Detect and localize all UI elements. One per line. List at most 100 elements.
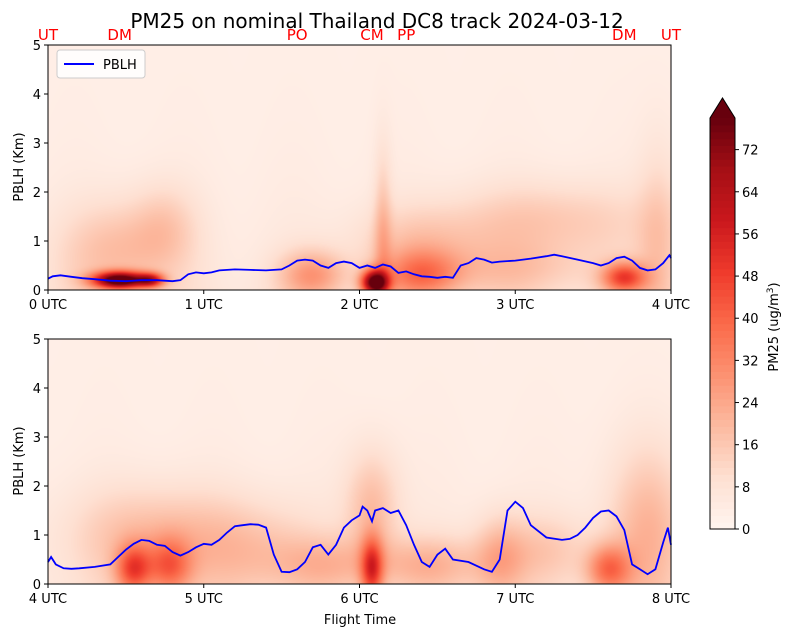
bottom-x-tick-label: 8 UTC (652, 592, 690, 607)
colorbar-segment (710, 357, 735, 366)
colorbar-segment (710, 398, 735, 407)
colorbar-segment (710, 405, 735, 414)
colorbar-segment (710, 213, 735, 222)
top-y-tick-label: 4 (33, 88, 41, 103)
colorbar-tick-label: 64 (742, 186, 759, 201)
colorbar-segment (710, 289, 735, 297)
colorbar-segment (710, 344, 735, 352)
colorbar-segment (710, 302, 735, 311)
chart-title: PM25 on nominal Thailand DC8 track 2024-… (130, 9, 623, 33)
colorbar-extend-arrow (710, 98, 735, 118)
colorbar-tick-label: 24 (742, 397, 759, 412)
colorbar-segment (710, 241, 735, 249)
colorbar-segment (710, 220, 735, 229)
colorbar-segment (710, 453, 735, 462)
colorbar-segment (710, 165, 735, 174)
colorbar-segment (710, 296, 735, 304)
colorbar-segment (710, 316, 735, 325)
colorbar-segment (710, 145, 735, 153)
colorbar-segment (710, 131, 735, 140)
colorbar-segment (710, 371, 735, 379)
top-x-tick-label: 4 UTC (652, 298, 690, 313)
legend: PBLH (56, 49, 146, 79)
top-x-tick-label: 3 UTC (496, 298, 534, 313)
colorbar-segment (710, 412, 735, 420)
site-label: DM (612, 26, 637, 44)
x-axis-label: Flight Time (324, 613, 396, 628)
bottom-heatmap (48, 339, 671, 584)
colorbar-segment (710, 309, 735, 318)
top-heatmap (48, 45, 671, 290)
colorbar-segment (710, 433, 735, 441)
colorbar-segment (710, 193, 735, 201)
top-x-tick-label: 2 UTC (340, 298, 378, 313)
colorbar-segment (710, 385, 735, 393)
colorbar-segment (710, 124, 735, 133)
colorbar-segment (710, 234, 735, 242)
site-label: DM (107, 26, 132, 44)
colorbar-segment (710, 248, 735, 256)
colorbar-segment (710, 207, 735, 215)
colorbar-segment (710, 522, 735, 530)
colorbar-segment (710, 501, 735, 510)
bottom-x-tick-label: 4 UTC (29, 592, 67, 607)
colorbar-segment (710, 350, 735, 359)
colorbar-tick-label: 56 (742, 228, 759, 243)
bottom-pblh-line (47, 500, 672, 576)
colorbar-segment (710, 268, 735, 277)
colorbar-segment (710, 261, 735, 270)
bottom-y-tick-label: 4 (33, 382, 41, 397)
legend-pblh-label: PBLH (103, 58, 137, 73)
bottom-y-axis-label: PBLH (Km) (12, 426, 27, 495)
colorbar-tick-label: 0 (742, 523, 750, 538)
legend-box (56, 49, 146, 79)
colorbar-label: PM25 (ug/m3) (766, 282, 782, 371)
colorbar-segment (710, 426, 735, 434)
top-y-tick-label: 5 (33, 39, 41, 54)
top-y-axis-label: PBLH (Km) (12, 132, 27, 201)
colorbar-segment (710, 439, 735, 448)
colorbar-segment (710, 460, 735, 468)
colorbar-segment (710, 152, 735, 160)
top-y-tick-label: 1 (33, 235, 41, 250)
colorbar-tick-label: 48 (742, 270, 759, 285)
colorbar-segment (710, 118, 735, 126)
colorbar-segment (710, 508, 735, 516)
colorbar-segment (710, 179, 735, 188)
bottom-x-tick-label: 6 UTC (340, 592, 378, 607)
colorbar-segment (710, 487, 735, 496)
colorbar-segment (710, 494, 735, 503)
top-y-tick-label: 3 (33, 137, 41, 152)
colorbar-segment (710, 378, 735, 386)
colorbar-segment (710, 467, 735, 475)
top-y-tick-label: 2 (33, 186, 41, 201)
colorbar-segment (710, 474, 735, 482)
bottom-y-tick-label: 5 (33, 333, 41, 348)
bottom-x-tick-label: 5 UTC (185, 592, 223, 607)
top-y-tick-label: 0 (33, 284, 41, 299)
colorbar-segment (710, 323, 735, 331)
bottom-y-tick-label: 2 (33, 480, 41, 495)
site-label: CM (360, 26, 383, 44)
colorbar-segment (710, 255, 735, 263)
colorbar-segment (710, 330, 735, 338)
colorbar-segment (710, 275, 735, 283)
colorbar-segment (710, 446, 735, 455)
site-label: UT (38, 26, 59, 44)
colorbar-segment (710, 337, 735, 345)
colorbar-segment (710, 392, 735, 400)
top-x-tick-label: 0 UTC (29, 298, 67, 313)
bottom-x-tick-label: 7 UTC (496, 592, 534, 607)
colorbar-tick-label: 72 (742, 144, 759, 159)
site-label: PP (397, 26, 415, 44)
colorbar-segment (710, 515, 735, 523)
colorbar-segment (710, 159, 735, 167)
bottom-panel: 4 UTC 5 UTC 6 UTC 7 UTC 8 UTC 0 1 2 3 4 5 (29, 333, 690, 607)
colorbar-segment (710, 186, 735, 194)
colorbar-segment (710, 172, 735, 181)
colorbar-segment (710, 481, 735, 489)
colorbar-tick-label: 8 (742, 481, 750, 496)
top-x-tick-label: 1 UTC (185, 298, 223, 313)
